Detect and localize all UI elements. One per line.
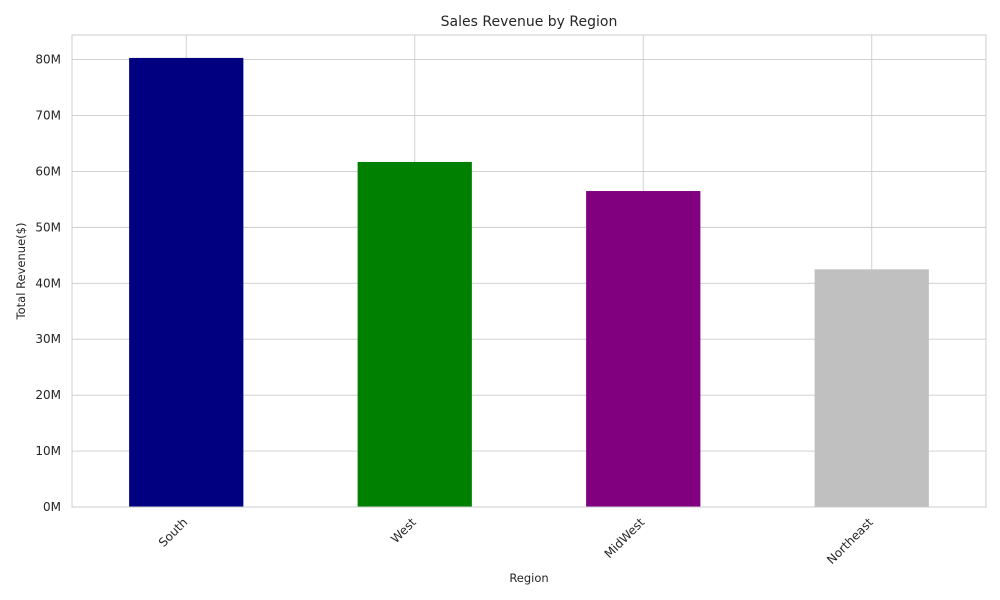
y-tick-label: 30M [35, 332, 61, 346]
bar-midwest [586, 191, 701, 507]
y-axis-ticks: 0M 10M 20M 30M 40M 50M 60M 70M 80M [35, 53, 61, 514]
x-tick-label: MidWest [602, 515, 648, 561]
chart-title: Sales Revenue by Region [441, 14, 618, 30]
x-axis-label: Region [509, 571, 548, 585]
y-axis-label: Total Revenue($) [14, 223, 28, 321]
y-tick-label: 80M [35, 53, 61, 67]
x-tick-label: West [388, 515, 419, 546]
y-tick-label: 60M [35, 164, 61, 178]
x-tick-label: South [156, 515, 191, 550]
y-tick-label: 50M [35, 220, 61, 234]
x-tick-label: Northeast [824, 515, 876, 567]
y-tick-label: 40M [35, 276, 61, 290]
y-tick-label: 0M [43, 500, 61, 514]
plot-frame [71, 34, 987, 508]
y-tick-label: 70M [35, 109, 61, 123]
x-axis-ticks: South West MidWest Northeast [156, 515, 876, 567]
bar-northeast [814, 269, 929, 507]
bar-south [129, 57, 244, 508]
bar-west [357, 161, 472, 507]
y-tick-label: 20M [35, 388, 61, 402]
bar-layer [129, 57, 929, 508]
y-tick-label: 10M [35, 444, 61, 458]
